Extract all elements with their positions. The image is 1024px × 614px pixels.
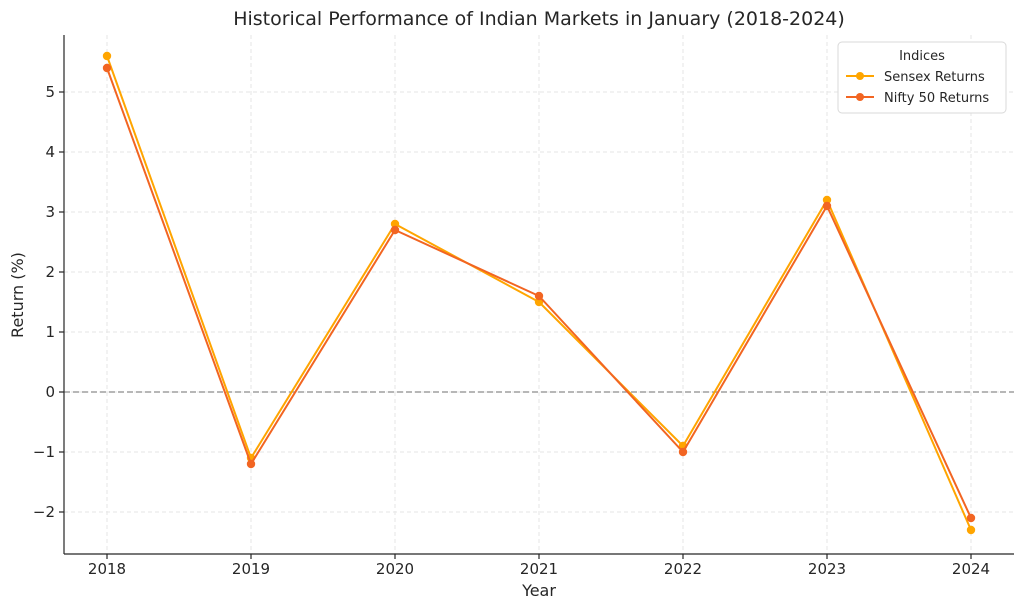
x-tick-label: 2024: [952, 560, 990, 578]
legend: Indices Sensex Returns Nifty 50 Returns: [837, 41, 1007, 114]
y-tick-label: −1: [33, 443, 55, 461]
data-point-sensex-returns: [534, 297, 544, 307]
data-point-sensex-returns: [822, 195, 832, 205]
chart-title: Historical Performance of Indian Markets…: [233, 8, 845, 30]
data-point-nifty-50-returns: [534, 291, 544, 301]
data-point-nifty-50-returns: [678, 447, 688, 457]
x-tick-label: 2018: [88, 560, 126, 578]
y-tick-label: 5: [45, 83, 55, 101]
x-axis-label: Year: [521, 581, 556, 600]
y-tick-label: 0: [45, 383, 55, 401]
legend-box: [837, 41, 1007, 114]
data-point-nifty-50-returns: [246, 459, 256, 469]
y-axis-label: Return (%): [8, 252, 27, 338]
data-point-sensex-returns: [966, 525, 976, 535]
series: [102, 51, 976, 535]
legend-title: Indices: [899, 49, 945, 64]
y-tick-label: 4: [45, 143, 55, 161]
data-point-nifty-50-returns: [822, 201, 832, 211]
data-point-nifty-50-returns: [966, 513, 976, 523]
legend-entry-label: Sensex Returns: [884, 70, 985, 85]
x-tick-label: 2020: [376, 560, 414, 578]
series-nifty-50-returns: [102, 63, 976, 523]
legend-point-marker: [856, 72, 864, 80]
data-point-sensex-returns: [102, 51, 112, 61]
y-axis-ticks: −2 −1 0 1 2 3 4 5: [33, 83, 64, 521]
x-tick-label: 2019: [232, 560, 270, 578]
y-tick-label: 1: [45, 323, 55, 341]
data-point-sensex-returns: [390, 219, 400, 229]
grid: [64, 35, 1014, 554]
legend-entry-label: Nifty 50 Returns: [884, 91, 989, 106]
y-tick-label: 2: [45, 263, 55, 281]
x-axis-ticks: 2018 2019 2020 2021 2022 2023 2024: [88, 554, 990, 578]
x-tick-label: 2022: [664, 560, 702, 578]
data-point-nifty-50-returns: [102, 63, 112, 73]
legend-items: Sensex Returns Nifty 50 Returns: [846, 70, 989, 106]
legend-point-marker: [856, 93, 864, 101]
x-tick-label: 2021: [520, 560, 558, 578]
data-point-nifty-50-returns: [390, 225, 400, 235]
x-tick-label: 2023: [808, 560, 846, 578]
y-tick-label: 3: [45, 203, 55, 221]
y-tick-label: −2: [33, 503, 55, 521]
